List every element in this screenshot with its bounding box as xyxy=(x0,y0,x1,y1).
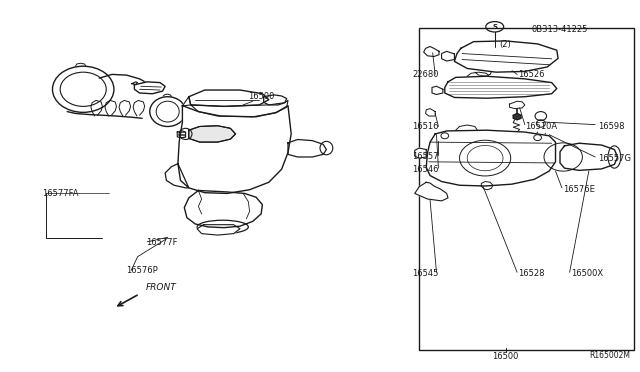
Polygon shape xyxy=(426,130,556,186)
Polygon shape xyxy=(189,126,236,142)
Text: FRONT: FRONT xyxy=(146,283,177,292)
Text: 16577FA: 16577FA xyxy=(42,189,78,198)
Text: 16510A: 16510A xyxy=(525,122,557,131)
Text: 16557G: 16557G xyxy=(598,154,632,163)
Polygon shape xyxy=(165,164,189,188)
Bar xyxy=(419,28,634,350)
Polygon shape xyxy=(432,86,443,94)
Polygon shape xyxy=(178,106,291,193)
Text: 16500: 16500 xyxy=(248,92,275,101)
Text: 16545: 16545 xyxy=(412,269,438,278)
Text: S: S xyxy=(492,24,497,30)
Text: 16577F: 16577F xyxy=(146,238,177,247)
Text: 0B313-41225: 0B313-41225 xyxy=(531,25,588,34)
Text: 16528: 16528 xyxy=(518,269,545,278)
Text: 16546: 16546 xyxy=(412,165,438,174)
Polygon shape xyxy=(182,97,288,117)
Polygon shape xyxy=(415,148,426,158)
Polygon shape xyxy=(445,76,557,98)
Text: 16576E: 16576E xyxy=(563,185,595,194)
Polygon shape xyxy=(134,82,165,94)
Text: 16526: 16526 xyxy=(518,70,545,79)
Text: 16598: 16598 xyxy=(598,122,625,131)
Text: 22680: 22680 xyxy=(412,70,438,79)
Polygon shape xyxy=(509,101,525,109)
Text: 16500X: 16500X xyxy=(572,269,604,278)
Polygon shape xyxy=(189,90,269,106)
Polygon shape xyxy=(177,131,186,138)
Polygon shape xyxy=(184,190,262,228)
Text: R165002M: R165002M xyxy=(589,351,630,360)
Polygon shape xyxy=(513,113,521,120)
Text: (2): (2) xyxy=(500,40,511,49)
Polygon shape xyxy=(481,182,493,190)
Polygon shape xyxy=(264,95,287,105)
Text: 16557: 16557 xyxy=(412,152,438,161)
Text: 16500: 16500 xyxy=(492,352,519,361)
Polygon shape xyxy=(426,109,435,116)
Polygon shape xyxy=(415,182,448,201)
Polygon shape xyxy=(132,82,138,84)
Text: 16576P: 16576P xyxy=(126,266,158,275)
Text: 16516: 16516 xyxy=(412,122,438,131)
Polygon shape xyxy=(442,51,454,61)
Polygon shape xyxy=(197,225,240,235)
Polygon shape xyxy=(288,140,326,157)
Polygon shape xyxy=(560,143,618,170)
Polygon shape xyxy=(454,41,558,72)
Polygon shape xyxy=(424,46,439,57)
